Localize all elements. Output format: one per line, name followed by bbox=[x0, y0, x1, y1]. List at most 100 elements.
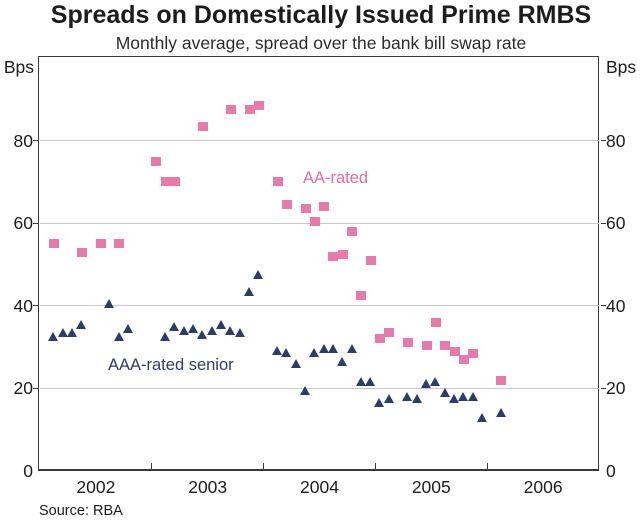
y-axis-tick-label-left: 80 bbox=[13, 130, 33, 151]
data-point-marker bbox=[365, 377, 376, 387]
data-point-marker bbox=[48, 239, 59, 249]
data-point-marker bbox=[104, 298, 115, 308]
source-note: Source: RBA bbox=[39, 503, 123, 519]
y-axis-tick bbox=[33, 139, 38, 142]
data-point-marker bbox=[244, 105, 255, 115]
y-axis-tick-label-right: 40 bbox=[606, 295, 626, 316]
data-point-marker bbox=[411, 393, 422, 403]
data-point-marker bbox=[319, 202, 330, 212]
data-point-marker bbox=[244, 286, 255, 296]
data-point-marker bbox=[309, 348, 320, 358]
data-point-marker bbox=[95, 239, 106, 249]
data-point-marker bbox=[375, 334, 386, 344]
data-point-marker bbox=[113, 331, 124, 341]
y-axis-tick bbox=[601, 222, 606, 224]
x-axis-tick-label: 2002 bbox=[76, 477, 116, 497]
y-axis-tick-label-left: 0 bbox=[23, 461, 33, 481]
y-axis-tick-label-left: 40 bbox=[13, 295, 33, 316]
y-axis-tick-label-right: 0 bbox=[606, 461, 616, 481]
gridline bbox=[40, 387, 599, 389]
x-axis-tick-label: 2005 bbox=[411, 477, 451, 497]
series-label-aa-rated: AA-rated bbox=[303, 169, 369, 187]
gridline bbox=[40, 140, 599, 142]
data-point-marker bbox=[225, 105, 236, 115]
data-point-marker bbox=[271, 346, 282, 356]
data-point-marker bbox=[403, 338, 413, 348]
data-point-marker bbox=[468, 348, 479, 358]
data-point-marker bbox=[309, 216, 320, 226]
data-point-marker bbox=[374, 398, 385, 408]
y-axis-tick-label-left: 60 bbox=[13, 213, 33, 234]
plot-area bbox=[40, 58, 599, 471]
data-point-marker bbox=[253, 270, 264, 280]
data-point-marker bbox=[496, 375, 507, 385]
plot-frame bbox=[38, 56, 599, 471]
data-point-marker bbox=[225, 325, 236, 335]
y-axis-tick-label-right: 80 bbox=[606, 130, 626, 151]
y-axis-tick-label-right: 60 bbox=[606, 213, 626, 234]
data-point-marker bbox=[76, 319, 87, 329]
data-point-marker bbox=[272, 177, 283, 187]
gridline bbox=[40, 305, 599, 307]
data-point-marker bbox=[170, 177, 181, 187]
y-axis-tick bbox=[33, 305, 38, 307]
data-point-marker bbox=[188, 323, 199, 333]
data-point-marker bbox=[122, 323, 133, 333]
data-point-marker bbox=[495, 408, 506, 418]
data-point-marker bbox=[281, 348, 292, 358]
data-point-marker bbox=[402, 391, 413, 401]
data-point-marker bbox=[160, 331, 171, 341]
data-point-marker bbox=[198, 121, 209, 131]
data-point-marker bbox=[346, 344, 357, 354]
data-point-marker bbox=[281, 200, 292, 210]
data-point-marker bbox=[57, 327, 68, 337]
data-point-marker bbox=[355, 377, 366, 387]
data-point-marker bbox=[430, 377, 441, 387]
data-point-marker bbox=[234, 327, 245, 337]
data-point-marker bbox=[365, 255, 376, 265]
data-point-marker bbox=[178, 325, 189, 335]
x-axis-tick-label: 2006 bbox=[523, 477, 563, 497]
x-axis-tick-label: 2004 bbox=[300, 477, 339, 497]
x-axis-tick bbox=[262, 463, 265, 471]
data-point-marker bbox=[439, 387, 450, 397]
y-axis-tick bbox=[601, 387, 606, 390]
data-point-marker bbox=[300, 204, 311, 214]
data-point-marker bbox=[299, 385, 310, 395]
data-point-marker bbox=[48, 331, 59, 341]
data-point-marker bbox=[458, 354, 469, 364]
y-axis-tick bbox=[33, 222, 38, 224]
chart-title: Spreads on Domestically Issued Prime RMB… bbox=[50, 1, 592, 29]
data-point-marker bbox=[421, 379, 432, 389]
x-axis-tick-label: 2003 bbox=[188, 477, 228, 497]
data-point-marker bbox=[206, 325, 217, 335]
y-axis-tick bbox=[601, 139, 606, 142]
data-point-marker bbox=[449, 346, 460, 356]
y-axis-tick bbox=[33, 387, 38, 390]
data-point-marker bbox=[476, 412, 487, 422]
data-point-marker bbox=[76, 247, 87, 257]
chart-subtitle: Monthly average, spread over the bank bi… bbox=[115, 33, 527, 53]
data-point-marker bbox=[290, 358, 301, 368]
data-point-marker bbox=[421, 340, 432, 350]
data-point-marker bbox=[216, 319, 227, 329]
data-point-marker bbox=[337, 249, 348, 259]
data-point-marker bbox=[160, 177, 171, 187]
data-point-marker bbox=[169, 321, 180, 331]
data-point-marker bbox=[384, 328, 395, 338]
data-point-marker bbox=[448, 393, 459, 403]
data-point-marker bbox=[253, 100, 264, 110]
data-point-marker bbox=[197, 329, 208, 339]
y-axis-units-right: Bps bbox=[606, 57, 637, 77]
x-axis-tick bbox=[486, 463, 488, 471]
y-axis-tick-label-right: 20 bbox=[606, 378, 626, 399]
y-axis-units-left: Bps bbox=[3, 57, 34, 77]
x-axis-tick bbox=[374, 463, 377, 471]
data-point-marker bbox=[430, 317, 441, 327]
data-point-marker bbox=[151, 156, 162, 166]
data-point-marker bbox=[467, 391, 478, 401]
data-point-marker bbox=[383, 393, 394, 403]
data-point-marker bbox=[356, 290, 367, 300]
data-point-marker bbox=[347, 226, 358, 236]
